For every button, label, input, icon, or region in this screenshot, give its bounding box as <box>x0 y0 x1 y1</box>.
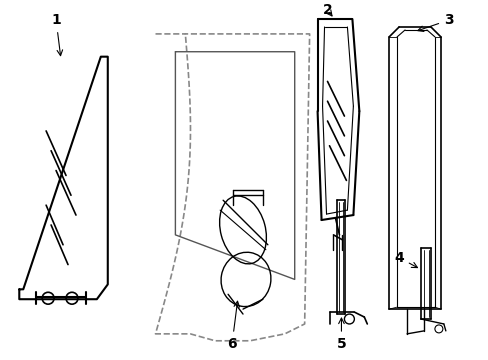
Text: 5: 5 <box>336 318 346 351</box>
Text: 3: 3 <box>417 13 453 31</box>
Text: 6: 6 <box>227 301 239 351</box>
Text: 4: 4 <box>393 251 417 267</box>
Text: 1: 1 <box>51 13 62 56</box>
Text: 2: 2 <box>322 3 332 17</box>
